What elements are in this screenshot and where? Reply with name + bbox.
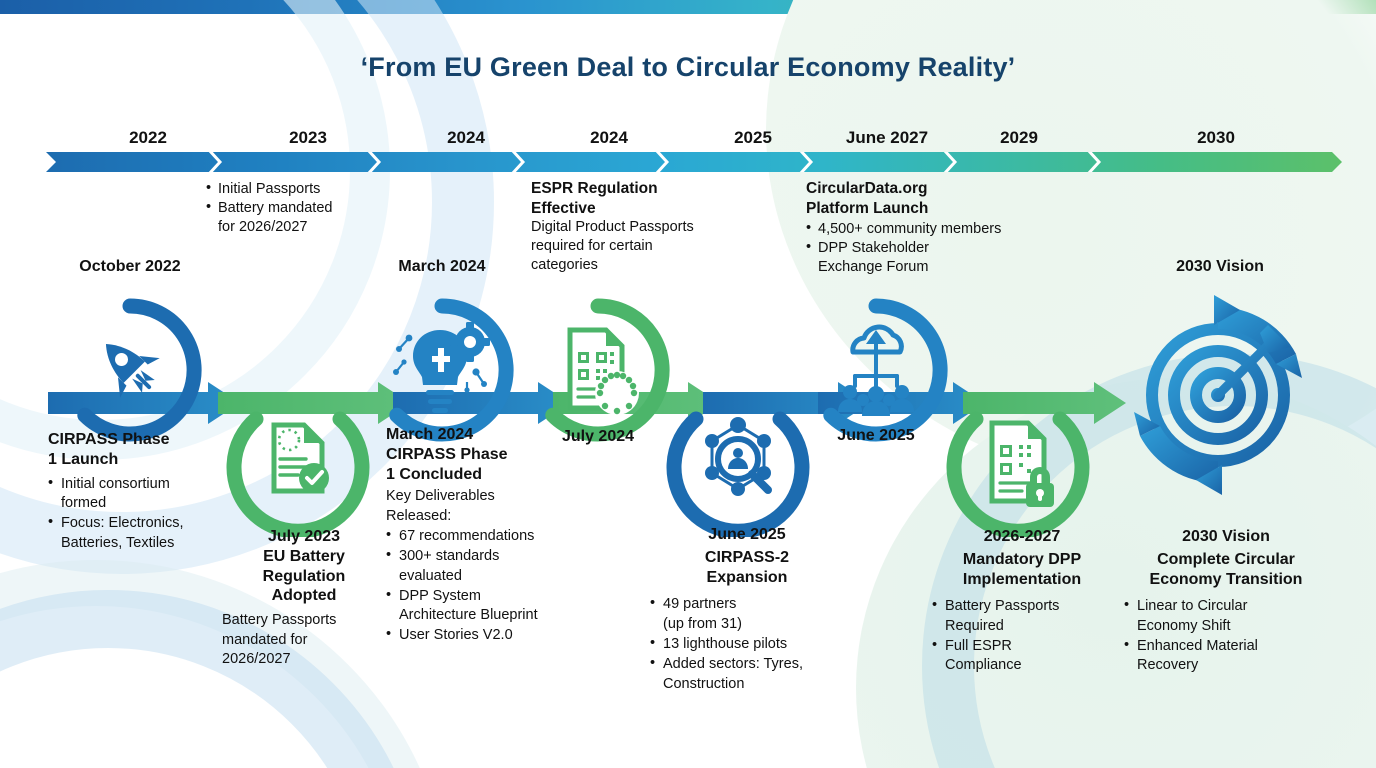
- timeline-year-0: 2022: [129, 128, 167, 147]
- milestone-6-bullet-1: Full ESPR Compliance: [932, 636, 1112, 676]
- milestone-2-sub: Key Deliverables Released:: [386, 488, 495, 524]
- milestone-3-date: July 2024: [561, 428, 635, 445]
- timeline-year-4: 2025: [734, 128, 772, 147]
- milestone-1-icon-circle: [222, 385, 374, 537]
- timeline-year-2: 2024: [447, 128, 485, 147]
- note-circulardata-bullet-1: DPP Stakeholder Exchange Forum: [806, 238, 1056, 277]
- milestone-2-bullet-0: 67 recommendations: [386, 526, 582, 546]
- cloud-community-icon: [823, 298, 948, 442]
- milestone-0-bullet-1: Focus: Electronics, Batteries, Textiles: [48, 513, 226, 553]
- document-check-icon: [226, 411, 370, 537]
- milestone-1-date: July 2023: [267, 528, 341, 545]
- note-espr-heading: ESPR Regulation Effective: [531, 180, 658, 217]
- milestone-2-bullet-1: 300+ standards evaluated: [386, 546, 582, 586]
- note-2023: Initial Passports Battery mandated for 2…: [206, 179, 406, 237]
- milestone-2-bullet-3: User Stories V2.0: [386, 625, 582, 645]
- timeline-arrow-bar: [46, 152, 1342, 172]
- milestone-2-bullet-2: DPP System Architecture Blueprint: [386, 586, 582, 626]
- milestone-1-heading: EU Battery Regulation Adopted: [262, 547, 346, 605]
- milestone-5-date: June 2025: [837, 427, 915, 444]
- lightbulb-gear-icon: [389, 298, 514, 442]
- page-title: ‘From EU Green Deal to Circular Economy …: [360, 52, 1016, 82]
- milestone-0-bullet-0: Initial consortium formed: [48, 474, 226, 514]
- milestone-0-icon-circle: [54, 294, 206, 446]
- milestone-7-date-top: 2030 Vision: [1176, 258, 1264, 275]
- milestone-2-heading: CIRPASS Phase 1 Concluded: [386, 445, 508, 483]
- milestone-4-bullet-2: Added sectors: Tyres, Construction: [650, 654, 844, 694]
- milestone-7-date: 2030 Vision: [1182, 528, 1270, 545]
- milestone-6-body: 2026-2027 Mandatory DPP Implementation B…: [932, 527, 1112, 676]
- milestone-4-bullet-0: 49 partners (up from 31): [650, 594, 844, 634]
- milestone-0-body: CIRPASS Phase 1 Launch Initial consortiu…: [48, 430, 226, 553]
- milestone-4-icon-circle: [662, 385, 814, 537]
- milestone-6-bullet-0: Battery Passports Required: [932, 596, 1112, 636]
- milestone-1-body: July 2023 EU Battery Regulation Adopted …: [222, 527, 386, 669]
- qr-document-eu-icon: [545, 298, 670, 442]
- milestone-4-body: June 2025 CIRPASS-2 Expansion 49 partner…: [650, 525, 844, 694]
- timeline-year-3: 2024: [590, 128, 628, 147]
- milestone-7-body: 2030 Vision Complete Circular Economy Tr…: [1124, 527, 1328, 676]
- milestone-2-date-top: March 2024: [398, 258, 486, 275]
- milestone-6-icon-circle: [942, 385, 1094, 537]
- milestone-3-icon-circle: [522, 294, 674, 446]
- milestone-6-date: 2026-2027: [983, 528, 1061, 545]
- timeline-year-1: 2023: [289, 128, 327, 147]
- milestone-7-icon-circle: [1118, 295, 1318, 495]
- milestone-6-heading: Mandatory DPP Implementation: [962, 550, 1082, 588]
- milestone-7-heading: Complete Circular Economy Transition: [1149, 550, 1303, 588]
- milestone-4-bullet-1: 13 lighthouse pilots: [650, 634, 844, 654]
- note-circulardata: CircularData.org Platform Launch 4,500+ …: [806, 179, 1056, 277]
- milestone-0-date: October 2022: [79, 258, 181, 275]
- milestone-0-heading: CIRPASS Phase 1 Launch: [48, 431, 170, 468]
- milestone-1-sub: Battery Passports mandated for 2026/2027: [222, 612, 337, 667]
- milestone-5-icon-circle: [800, 294, 952, 446]
- circular-target-icon: [1134, 295, 1302, 495]
- note-2023-bullet-0: Initial Passports: [206, 179, 406, 199]
- network-search-icon: [666, 411, 810, 537]
- milestone-4-heading: CIRPASS-2 Expansion: [704, 548, 790, 586]
- note-espr: ESPR Regulation Effective Digital Produc…: [531, 179, 757, 275]
- timeline-year-labels: 2022 2023 2024 2024 2025 June 2027 2029 …: [46, 128, 1342, 152]
- timeline-year-5: June 2027: [845, 128, 929, 147]
- note-circulardata-bullet-0: 4,500+ community members: [806, 219, 1056, 239]
- note-2023-bullet-1: Battery mandated for 2026/2027: [206, 198, 406, 237]
- milestone-2-date: March 2024: [386, 426, 474, 443]
- milestone-2-body: March 2024 CIRPASS Phase 1 Concluded Key…: [386, 425, 582, 646]
- timeline-year-7: 2030: [1197, 128, 1235, 147]
- milestone-2-icon-circle: [366, 294, 518, 446]
- note-espr-sub: Digital Product Passports required for c…: [531, 219, 694, 274]
- timeline-strip: 2022 2023 2024 2024 2025 June 2027 2029 …: [46, 128, 1342, 174]
- milestone-7-bullet-0: Linear to Circular Economy Shift: [1124, 596, 1328, 636]
- milestone-4-date: June 2025: [708, 526, 786, 543]
- qr-lock-icon: [946, 411, 1090, 537]
- milestone-7-bullet-1: Enhanced Material Recovery: [1124, 636, 1328, 676]
- note-circulardata-heading: CircularData.org Platform Launch: [806, 180, 929, 217]
- timeline-year-6: 2029: [1000, 128, 1038, 147]
- rocket-icon: [77, 298, 202, 442]
